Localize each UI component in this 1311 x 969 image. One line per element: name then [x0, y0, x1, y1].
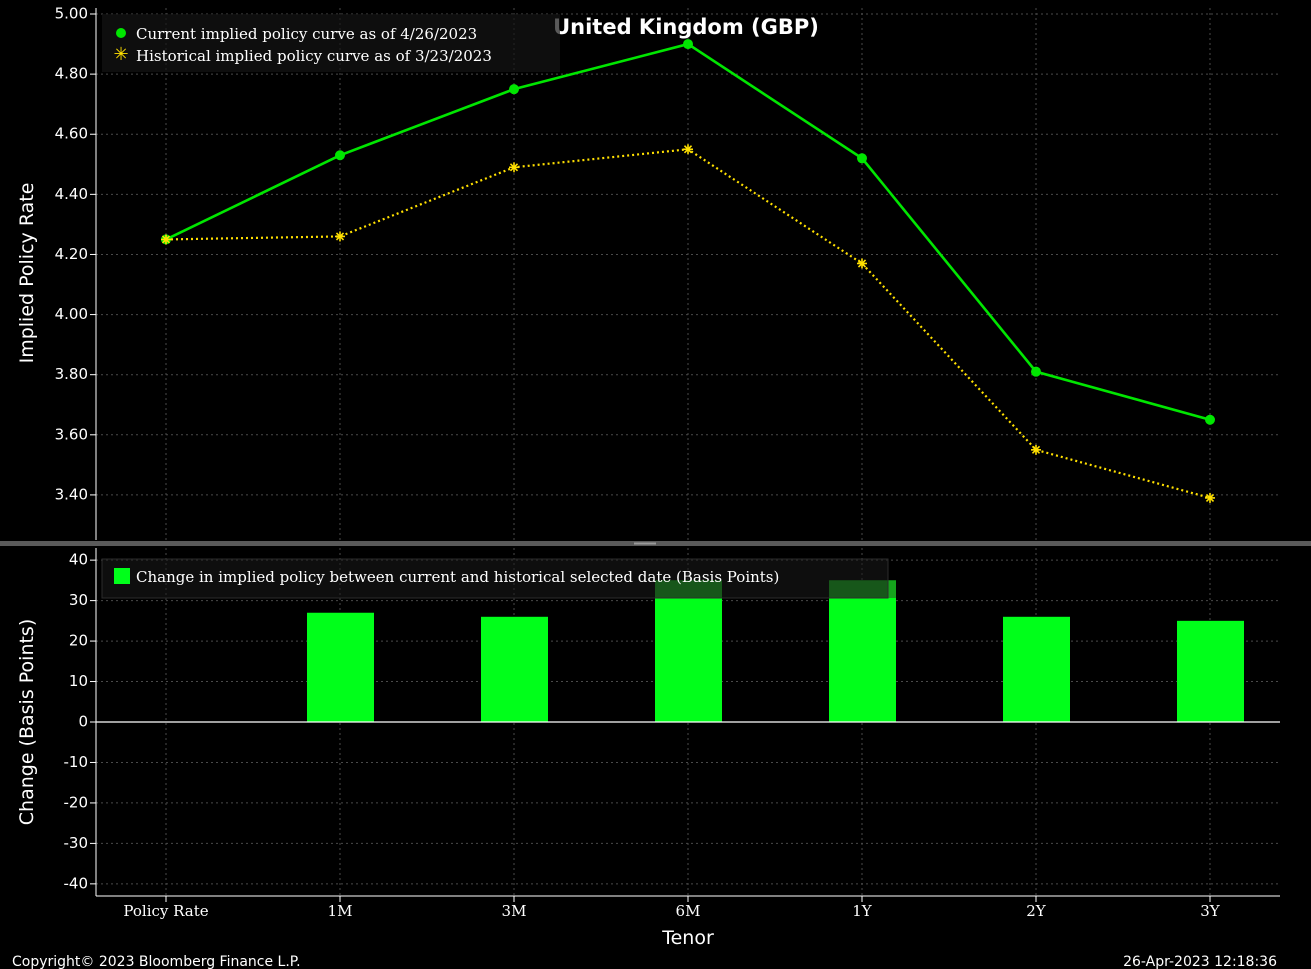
current-curve-point	[1031, 366, 1041, 377]
bottom-y-tick-label: -20	[64, 793, 89, 811]
legend-change-label: Change in implied policy between current…	[136, 568, 779, 586]
current-curve-point	[683, 39, 693, 50]
copyright: Copyright© 2023 Bloomberg Finance L.P.	[12, 954, 301, 969]
x-tick-label: 2Y	[1026, 902, 1047, 920]
bottom-y-axis-title: Change (Basis Points)	[16, 619, 38, 825]
historical-point-stroke	[161, 235, 171, 244]
bottom-legend: Change in implied policy between current…	[101, 558, 889, 599]
change-bar	[655, 580, 722, 722]
change-bar	[1177, 620, 1244, 722]
top-y-tick-label: 3.60	[55, 425, 88, 443]
x-axis-title: Tenor	[661, 927, 714, 949]
bottom-y-tick-label: 30	[69, 591, 88, 609]
change-bar	[307, 612, 374, 722]
x-ticks: Policy Rate 1M 3M 6M 1Y 2Y 3Y	[123, 896, 1221, 920]
historical-curve-point	[509, 162, 519, 173]
bottom-y-tick-label: -10	[64, 753, 89, 771]
top-y-ticks: 5.00 4.80 4.60 4.40 4.20 4.00 3.80 3.60 3.40	[55, 5, 96, 503]
bottom-y-tick-label: 10	[69, 672, 88, 690]
legend-historical-label: Historical implied policy curve as of 3/…	[136, 47, 492, 65]
current-curve-point	[509, 84, 519, 95]
current-curve-point	[857, 153, 867, 164]
historical-point-stroke	[857, 259, 867, 268]
x-tick-label: 3M	[502, 902, 527, 920]
bottom-panel: 40 30 20 10 0 -10 -20 -30 -40 Policy Rate 1M 3M 6M 1…	[16, 548, 1280, 949]
change-bar	[1003, 616, 1070, 722]
x-tick-label: 1M	[328, 902, 353, 920]
top-y-tick-label: 3.80	[55, 365, 88, 383]
bottom-y-tick-label: 0	[78, 713, 88, 731]
top-y-tick-label: 4.80	[55, 65, 88, 83]
top-y-tick-label: 4.20	[55, 245, 88, 263]
current-curve-point	[335, 150, 345, 161]
historical-point-stroke	[1205, 493, 1215, 503]
top-y-axis-title: Implied Policy Rate	[16, 183, 38, 364]
historical-point-stroke	[683, 145, 693, 154]
top-legend-box	[102, 14, 560, 72]
top-grid	[96, 8, 1280, 540]
top-series	[161, 39, 1215, 503]
chart-title: United Kingdom (GBP)	[553, 15, 819, 39]
bottom-y-ticks: 40 30 20 10 0 -10 -20 -30 -40	[64, 551, 96, 892]
x-tick-label: 6M	[676, 902, 701, 920]
bottom-legend-box	[101, 558, 889, 599]
historical-curve-point	[857, 258, 867, 269]
bottom-y-tick-label: 20	[69, 632, 88, 650]
top-y-tick-label: 5.00	[55, 5, 88, 23]
legend-current-label: Current implied policy curve as of 4/26/…	[136, 25, 477, 43]
top-panel: 5.00 4.80 4.60 4.40 4.20 4.00 3.80 3.60 3.40 Uni…	[16, 5, 1280, 540]
top-y-tick-label: 4.40	[55, 185, 88, 203]
x-tick-label: 3Y	[1200, 902, 1221, 920]
historical-curve-point	[335, 231, 345, 242]
change-bar	[829, 580, 896, 722]
change-bar	[481, 616, 548, 722]
bottom-y-tick-label: -30	[64, 834, 89, 852]
legend-historical-marker: ✳	[113, 44, 128, 65]
historical-curve-point	[1205, 492, 1215, 503]
top-y-tick-label: 4.00	[55, 305, 88, 323]
bottom-y-tick-label: 40	[69, 551, 88, 569]
top-y-tick-label: 3.40	[55, 485, 88, 503]
historical-curve-point	[161, 234, 171, 245]
top-legend: Current implied policy curve as of 4/26/…	[102, 14, 560, 72]
timestamp: 26-Apr-2023 12:18:36	[1123, 954, 1277, 969]
legend-current-marker	[116, 28, 126, 38]
historical-point-stroke	[509, 163, 519, 172]
x-tick-label: 1Y	[852, 902, 873, 920]
current-curve-point	[1205, 414, 1215, 425]
x-tick-label: Policy Rate	[123, 902, 208, 920]
historical-curve-point	[1031, 444, 1041, 455]
legend-change-swatch	[114, 568, 130, 584]
historical-point-stroke	[1031, 445, 1041, 454]
historical-point-stroke	[335, 232, 345, 241]
historical-curve-point	[683, 144, 693, 155]
bottom-y-tick-label: -40	[64, 874, 89, 892]
top-y-tick-label: 4.60	[55, 125, 88, 143]
